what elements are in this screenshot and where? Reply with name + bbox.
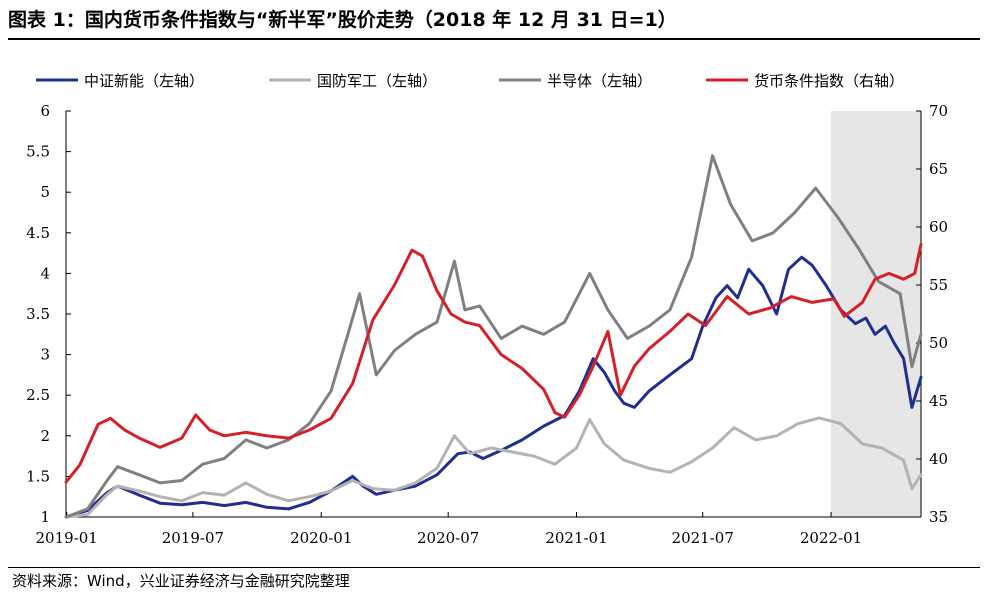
legend: 中证新能（左轴） 国防军工（左轴） 半导体（左轴） 货币条件指数（右轴）: [36, 72, 904, 90]
y-left-tick-label: 6: [40, 102, 50, 120]
legend-label-3: 半导体（左轴）: [547, 72, 652, 90]
x-tick-label: 2020-01: [290, 529, 352, 547]
y-left-tick-label: 1: [40, 508, 50, 526]
series-line-4: [64, 242, 923, 484]
x-tick-label: 2019-07: [162, 529, 224, 547]
y-right-tick-label: 70: [929, 102, 948, 120]
y-left-tick-label: 5.5: [26, 143, 50, 161]
x-tick-label: 2020-07: [417, 529, 479, 547]
series-line-1: [64, 255, 923, 519]
series-line-3: [64, 154, 923, 519]
legend-label-2: 国防军工（左轴）: [317, 72, 437, 90]
y-left-tick-label: 5: [40, 183, 50, 201]
legend-label-4: 货币条件指数（右轴）: [754, 72, 904, 90]
y-left-tick-label: 3: [40, 346, 50, 364]
x-tick-label: 2021-01: [545, 529, 607, 547]
y-right-tick-label: 40: [929, 450, 948, 468]
y-right-tick-label: 60: [929, 218, 948, 236]
y-right-tick-label: 45: [929, 392, 948, 410]
legend-label-1: 中证新能（左轴）: [84, 72, 204, 90]
axes-layer: 1 1.5 2 2.5 3 3.5 4 4.5 5 5.5 6 35 40 45 50 55 60 65 70 201…: [26, 102, 948, 547]
x-tick-label: 2021-07: [672, 529, 734, 547]
y-left-tick-label: 4.5: [26, 224, 50, 242]
y-left-tick-label: 2.5: [26, 386, 50, 404]
chart-title: 图表 1：国内货币条件指数与“新半军”股价走势（2018 年 12 月 31 日…: [8, 9, 677, 31]
y-right-tick-label: 50: [929, 334, 948, 352]
y-left-tick-label: 1.5: [26, 467, 50, 485]
series-layer: [64, 154, 923, 519]
x-tick-label: 2022-01: [800, 529, 862, 547]
y-left-tick-label: 3.5: [26, 305, 50, 323]
y-left-tick-label: 4: [40, 264, 50, 282]
source-note: 资料来源：Wind，兴业证券经济与金融研究院整理: [12, 572, 350, 590]
series-line-2: [64, 416, 923, 519]
x-tick-label: 2019-01: [36, 529, 98, 547]
y-left-tick-label: 2: [40, 427, 50, 445]
title-rule: [8, 38, 980, 40]
y-right-tick-label: 35: [929, 508, 948, 526]
y-right-tick-label: 65: [929, 160, 948, 178]
y-right-tick-label: 55: [929, 276, 948, 294]
source-rule: [8, 567, 980, 568]
